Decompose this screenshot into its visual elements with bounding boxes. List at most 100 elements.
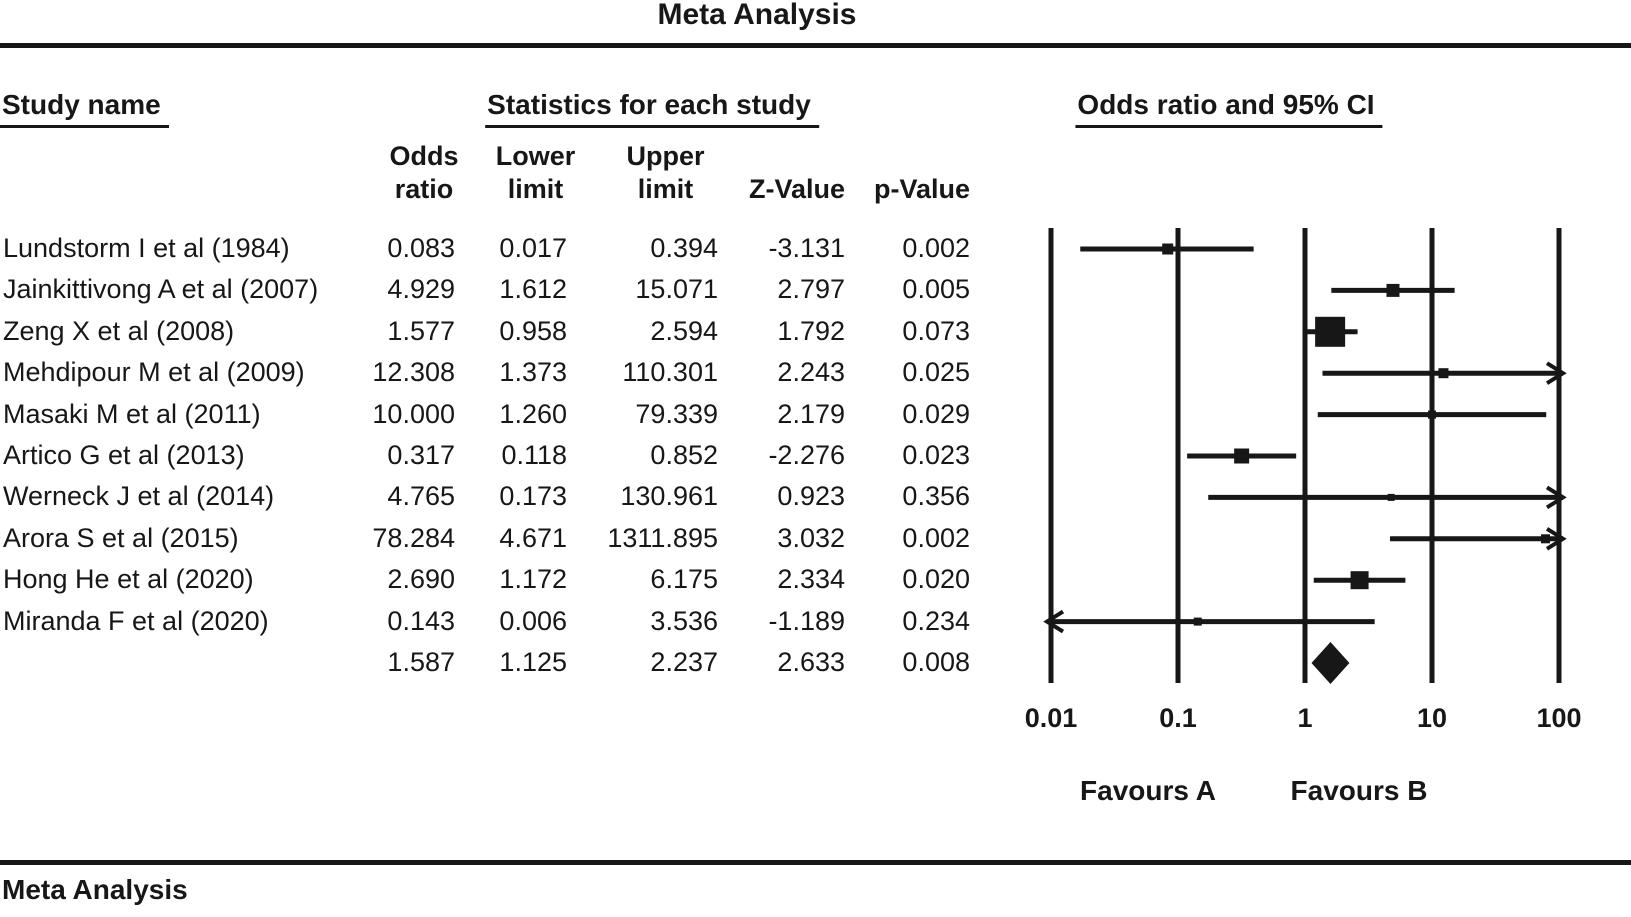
p-value-cell: 0.005 bbox=[902, 274, 970, 305]
study-name-cell: Arora S et al (2015) bbox=[3, 522, 239, 553]
p-value-cell: 0.002 bbox=[902, 233, 970, 263]
odds-ratio-cell: 0.143 bbox=[387, 605, 455, 636]
z-value-cell: 2.243 bbox=[777, 357, 845, 388]
axis-tick-label: 0.1 bbox=[1159, 703, 1197, 733]
figure-title: Meta Analysis bbox=[657, 0, 857, 31]
odds-ratio-cell: 0.317 bbox=[387, 440, 455, 470]
lower-limit-cell: 0.118 bbox=[501, 440, 567, 470]
odds-ratio-marker bbox=[1193, 617, 1202, 626]
table-row: Jainkittivong A et al (2007) 4.929 1.612 15… bbox=[0, 269, 980, 310]
lower-limit-cell: 1.373 bbox=[499, 357, 567, 388]
upper-limit-cell: 1311.895 bbox=[607, 522, 718, 553]
upper-limit-cell: 110.301 bbox=[622, 357, 718, 388]
odds-ratio-marker bbox=[1315, 316, 1346, 347]
table-row: Zeng X et al (2008) 1.577 0.958 2.594 1.792 0… bbox=[0, 311, 980, 352]
ci-arrow-right-icon bbox=[1545, 361, 1567, 385]
odds-ratio-marker bbox=[1162, 243, 1174, 255]
column-header-z-value: Z-Value bbox=[748, 174, 845, 204]
odds-ratio-marker bbox=[1234, 448, 1250, 464]
odds-ratio-marker bbox=[1387, 493, 1395, 501]
axis-tick-label: 0.01 bbox=[1025, 703, 1078, 733]
study-name-cell: Lundstorm I et al (1984) bbox=[3, 233, 290, 263]
bottom-rule bbox=[0, 860, 1631, 865]
lower-limit-cell: 0.017 bbox=[499, 233, 567, 263]
upper-limit-cell: 130.961 bbox=[620, 481, 718, 512]
top-rule bbox=[0, 43, 1631, 48]
upper-limit-cell: 0.852 bbox=[650, 440, 718, 470]
ci-arrow-right-icon bbox=[1545, 527, 1567, 551]
z-value-cell: 1.792 bbox=[777, 315, 845, 346]
z-value-cell: -1.189 bbox=[768, 605, 845, 636]
statistics-table: Lundstorm I et al (1984) 0.083 0.017 0.394 -… bbox=[0, 228, 980, 688]
upper-limit-cell: 0.394 bbox=[650, 233, 718, 263]
odds-ratio-marker bbox=[1438, 368, 1449, 379]
table-row: Werneck J et al (2014) 4.765 0.173 130.961 0… bbox=[0, 476, 980, 517]
z-value-cell: 3.032 bbox=[777, 522, 845, 553]
odds-ratio-cell: 2.690 bbox=[387, 564, 455, 595]
odds-ratio-cell: 1.577 bbox=[387, 315, 455, 346]
odds-ratio-marker bbox=[1386, 283, 1400, 297]
p-value-cell: 0.356 bbox=[902, 481, 970, 512]
odds-ratio-cell: 1.587 bbox=[387, 647, 455, 677]
column-header-odds-ratio: Odds ratio bbox=[389, 141, 459, 204]
p-value-cell: 0.234 bbox=[902, 605, 970, 636]
table-row: Artico G et al (2013) 0.317 0.118 0.852 -2.2… bbox=[0, 435, 980, 476]
upper-limit-cell: 15.071 bbox=[635, 274, 718, 305]
forest-plot-svg: 0.01 0.1 1 10 100 Favours A Favours B bbox=[1025, 228, 1582, 806]
upper-limit-cell: 2.594 bbox=[650, 315, 718, 346]
lower-limit-cell: 1.260 bbox=[499, 398, 567, 429]
study-name-cell: Artico G et al (2013) bbox=[3, 440, 245, 470]
odds-ratio-ci-header: Odds ratio and 95% CI bbox=[1075, 89, 1383, 128]
odds-ratio-cell: 4.929 bbox=[387, 274, 455, 305]
p-value-cell: 0.002 bbox=[902, 522, 970, 553]
ci-arrow-left-icon bbox=[1043, 609, 1065, 634]
z-value-cell: 2.179 bbox=[777, 398, 845, 429]
odds-ratio-cell: 10.000 bbox=[372, 398, 455, 429]
odds-ratio-cell: 12.308 bbox=[372, 357, 455, 388]
lower-limit-cell: 1.172 bbox=[499, 564, 567, 595]
axis-tick-label: 10 bbox=[1417, 703, 1447, 733]
table-row: Arora S et al (2015) 78.284 4.671 1311.895 3… bbox=[0, 518, 980, 559]
study-name-cell: Werneck J et al (2014) bbox=[3, 481, 275, 512]
study-name-cell: Mehdipour M et al (2009) bbox=[3, 357, 305, 388]
favours-a-label: Favours A bbox=[1080, 775, 1216, 806]
study-name-cell: Masaki M et al (2011) bbox=[3, 398, 261, 429]
upper-limit-cell: 6.175 bbox=[650, 564, 718, 595]
lower-limit-cell: 1.125 bbox=[499, 647, 567, 677]
p-value-cell: 0.073 bbox=[902, 315, 970, 346]
statistics-header: Statistics for each study bbox=[485, 89, 819, 128]
table-row: Hong He et al (2020) 2.690 1.172 6.175 2.334… bbox=[0, 559, 980, 600]
column-header-p-value: p-Value bbox=[873, 174, 970, 204]
table-row: Lundstorm I et al (1984) 0.083 0.017 0.394 -… bbox=[0, 228, 980, 269]
odds-ratio-marker bbox=[1428, 410, 1436, 419]
z-value-cell: 2.633 bbox=[777, 647, 845, 677]
odds-ratio-marker bbox=[1540, 534, 1550, 544]
footer-title: Meta Analysis bbox=[2, 874, 188, 905]
axis-tick-label: 100 bbox=[1536, 703, 1581, 733]
z-value-cell: -3.131 bbox=[768, 233, 845, 263]
odds-ratio-cell: 0.083 bbox=[387, 233, 455, 263]
lower-limit-cell: 0.173 bbox=[499, 481, 567, 512]
study-name-cell: Hong He et al (2020) bbox=[3, 564, 254, 595]
table-row: Masaki M et al (2011) 10.000 1.260 79.339 2.… bbox=[0, 394, 980, 435]
study-name-cell: Jainkittivong A et al (2007) bbox=[3, 274, 319, 305]
lower-limit-cell: 0.006 bbox=[499, 605, 567, 636]
z-value-cell: -2.276 bbox=[768, 440, 845, 470]
z-value-cell: 2.797 bbox=[777, 274, 845, 305]
odds-ratio-cell: 78.284 bbox=[372, 522, 455, 553]
study-name-cell: Zeng X et al (2008) bbox=[3, 315, 235, 346]
odds-ratio-marker bbox=[1350, 571, 1369, 590]
column-header-lower-limit: Lower limit bbox=[495, 141, 576, 204]
upper-limit-cell: 3.536 bbox=[650, 605, 718, 636]
table-row: Mehdipour M et al (2009) 12.308 1.373 110.3… bbox=[0, 352, 980, 393]
study-name-cell: Miranda F et al (2020) bbox=[3, 605, 269, 636]
p-value-cell: 0.020 bbox=[902, 564, 970, 595]
study-name-header: Study name bbox=[0, 89, 169, 128]
lower-limit-cell: 0.958 bbox=[499, 315, 567, 346]
z-value-cell: 0.923 bbox=[777, 481, 845, 512]
upper-limit-cell: 2.237 bbox=[650, 647, 718, 677]
p-value-cell: 0.023 bbox=[902, 440, 970, 470]
forest-plot: 0.01 0.1 1 10 100 Favours A Favours B bbox=[980, 200, 1631, 840]
axis-tick-label: 1 bbox=[1297, 703, 1312, 733]
